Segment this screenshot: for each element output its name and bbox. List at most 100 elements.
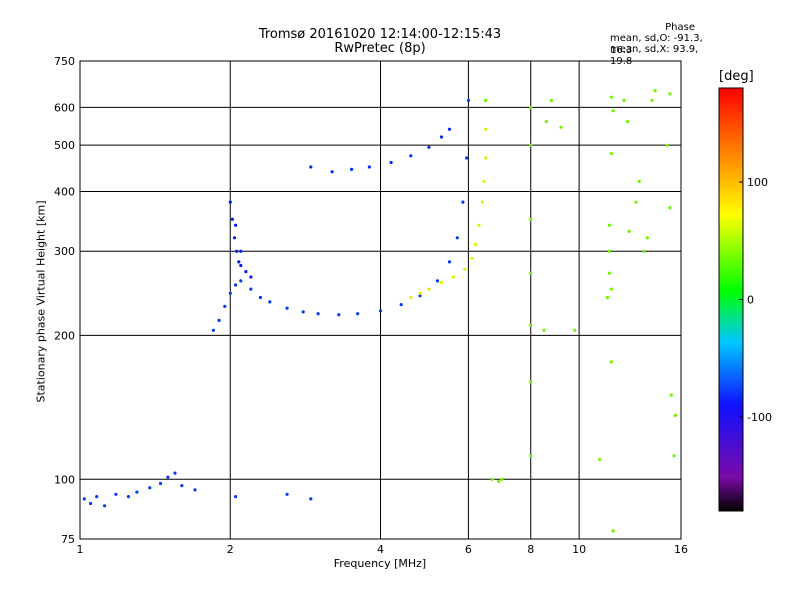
data-point [378, 309, 383, 313]
data-point [228, 291, 232, 295]
colorbar-label: [deg] [719, 69, 754, 84]
data-point [637, 179, 641, 183]
data-point [573, 328, 577, 332]
y-tick-label: 750 [54, 55, 75, 68]
y-tick-label: 600 [54, 101, 75, 114]
data-point [447, 127, 452, 131]
x-tick-label: 8 [527, 543, 534, 556]
data-point [193, 488, 197, 492]
data-point [634, 200, 638, 204]
data-point [529, 105, 533, 109]
data-point [389, 160, 393, 165]
data-point [500, 477, 504, 481]
data-point [669, 393, 673, 397]
data-point [497, 479, 501, 483]
data-point [239, 263, 243, 268]
x-tick-label: 2 [227, 543, 234, 556]
phase-stats-x: mean, sd,X: 93.9, 19.8 [610, 44, 699, 67]
x-axis-label: Frequency [MHz] [333, 557, 427, 570]
data-point [439, 135, 444, 139]
data-point [148, 486, 152, 490]
data-point [482, 179, 486, 183]
data-point [234, 223, 238, 227]
data-point [309, 497, 313, 501]
data-point [627, 229, 631, 233]
y-axis-label: Stationary phase Virtual Height [km] [34, 200, 48, 403]
data-point [668, 92, 672, 96]
data-point [455, 236, 459, 240]
y-tick-label: 400 [54, 185, 75, 198]
data-point [607, 271, 612, 275]
data-point [611, 109, 615, 113]
data-point [249, 275, 253, 279]
data-point [409, 295, 413, 300]
data-point [114, 492, 118, 496]
data-point [235, 249, 239, 253]
data-point [435, 279, 439, 283]
data-point [301, 310, 305, 314]
data-point [337, 313, 341, 317]
chart-subtitle: RwPretec (8p) [334, 41, 426, 56]
data-point [622, 98, 626, 103]
data-point [484, 156, 488, 160]
x-tick-label: 10 [572, 543, 586, 556]
data-point [447, 260, 452, 264]
plot-frame [79, 60, 682, 540]
y-tick-label: 500 [54, 139, 75, 152]
data-point [217, 318, 221, 322]
data-point [451, 275, 455, 279]
data-point [529, 380, 533, 384]
data-point [228, 200, 232, 204]
data-point [166, 475, 170, 479]
y-tick-label: 200 [54, 329, 75, 342]
data-point [607, 223, 612, 227]
data-point [668, 206, 672, 210]
data-point [237, 260, 241, 264]
data-point [529, 217, 533, 221]
colorbar-ticks: 100 0 -100 [739, 176, 772, 424]
data-point [234, 283, 238, 287]
data-point [239, 279, 243, 283]
data-point [480, 200, 484, 204]
data-point [484, 127, 488, 131]
data-point [609, 95, 613, 99]
data-point [268, 300, 272, 304]
colorbar-tick-label: -100 [747, 411, 772, 424]
data-point [529, 271, 533, 275]
data-point [465, 156, 469, 160]
data-point [103, 504, 107, 508]
data-point [529, 143, 533, 147]
data-points [82, 89, 678, 533]
data-point [409, 154, 413, 158]
x-tick-label: 6 [465, 543, 472, 556]
phase-stats-o: mean, sd,O: -91.3, 16.3 [610, 33, 703, 56]
data-point [316, 312, 320, 316]
data-point [285, 306, 289, 310]
data-point [223, 304, 227, 308]
data-point [650, 98, 654, 103]
data-point [461, 200, 465, 204]
data-point [645, 236, 650, 240]
phase-stats-title: Phase [665, 22, 695, 33]
data-point [463, 267, 467, 271]
data-point [309, 165, 313, 169]
data-point [180, 484, 184, 488]
data-point [473, 242, 478, 246]
data-point [126, 495, 130, 499]
data-point [642, 249, 646, 253]
colorbar-tick-label: 100 [747, 176, 768, 189]
y-tick-label: 100 [54, 473, 75, 486]
data-point [609, 360, 613, 364]
data-point [609, 152, 613, 156]
data-point [330, 170, 334, 174]
data-point [249, 287, 253, 291]
x-tick-label: 16 [674, 543, 688, 556]
y-tick-labels: 75 100 200 300 400 500 600 750 [54, 55, 75, 546]
data-point [466, 98, 470, 103]
data-point [490, 477, 494, 481]
x-tick-label: 4 [377, 543, 384, 556]
data-point [239, 249, 243, 253]
data-point [82, 497, 86, 501]
data-point [605, 295, 610, 300]
data-point [477, 223, 481, 227]
